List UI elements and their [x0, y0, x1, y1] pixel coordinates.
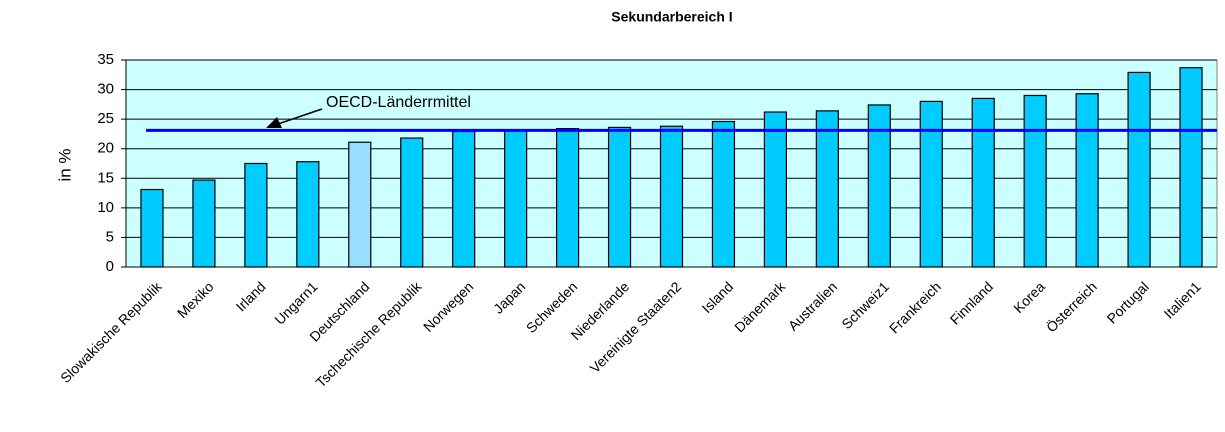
x-tick-label: Österreich	[1042, 278, 1100, 336]
bar	[1179, 67, 1203, 268]
bar	[400, 137, 424, 268]
x-tick-label: Australien	[785, 278, 840, 333]
bar	[348, 141, 372, 268]
x-tick-label: Ungarn1	[271, 278, 320, 327]
y-tick-label: 10	[97, 199, 114, 216]
y-tick-label: 5	[106, 228, 114, 245]
chart-title: Sekundarbereich I	[611, 9, 732, 25]
bar	[815, 110, 839, 268]
bar	[244, 162, 268, 268]
bar	[659, 125, 684, 268]
x-tick-label: Mexiko	[174, 278, 217, 321]
x-tick-label: Dänemark	[731, 278, 789, 336]
x-tick-label: Vereinigte Staaten2	[587, 278, 685, 376]
y-tick-label: 0	[106, 258, 114, 275]
bar	[919, 100, 943, 268]
y-tick-label: 25	[97, 110, 114, 127]
bar	[763, 111, 788, 268]
bar	[192, 179, 216, 268]
bar	[607, 126, 632, 268]
bar	[1023, 94, 1047, 268]
bar	[1127, 71, 1151, 268]
bar	[1075, 93, 1099, 268]
bar	[504, 130, 528, 268]
bar	[296, 161, 320, 268]
x-tick-label: Island	[698, 278, 736, 316]
arrow-line	[277, 108, 323, 125]
arrow-head	[266, 117, 282, 128]
x-tick-label: Norwegen	[420, 278, 476, 334]
x-tick-label: Korea	[1010, 278, 1048, 316]
bar	[971, 97, 995, 268]
bar	[452, 130, 476, 268]
bar	[140, 188, 164, 268]
x-tick-label: Schweiz1	[838, 278, 892, 332]
x-tick-label: Slowakische Republik	[57, 278, 165, 386]
y-tick-label: 20	[97, 140, 114, 157]
y-axis-label: in %	[55, 148, 74, 181]
x-tick-label: Finnland	[947, 278, 996, 327]
y-tick-label: 15	[97, 169, 114, 186]
bar	[711, 120, 736, 268]
x-tick-label: Frankreich	[886, 278, 944, 336]
x-tick-label: Italien1	[1161, 278, 1204, 321]
x-tick-label: Japan	[490, 278, 528, 316]
y-tick-label: 35	[97, 51, 114, 68]
bar	[555, 128, 580, 268]
y-tick-label: 30	[97, 81, 114, 98]
x-tick-label: Irland	[233, 278, 269, 314]
reference-label: OECD-Länderrmittel	[326, 94, 471, 111]
x-tick-label: Tschechische Republik	[312, 278, 425, 391]
x-tick-label: Portugal	[1104, 278, 1152, 326]
